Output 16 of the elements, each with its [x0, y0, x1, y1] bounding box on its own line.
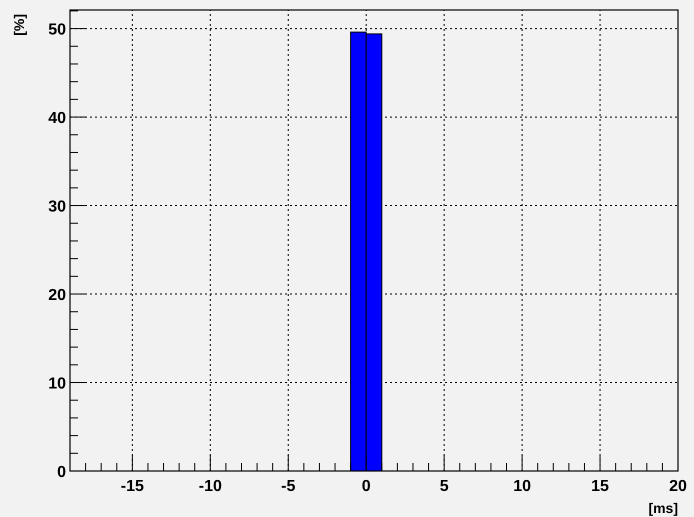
y-tick-label: 50	[48, 22, 66, 39]
x-tick-label: -10	[198, 478, 222, 495]
x-tick-label: 0	[362, 478, 371, 495]
y-axis-title: [%]	[11, 14, 27, 36]
y-tick-label: 40	[48, 110, 66, 128]
x-tick-label: 10	[513, 478, 532, 495]
x-tick-label: 15	[591, 478, 610, 495]
y-tick-label: 10	[48, 376, 66, 393]
x-tick-label: -5	[281, 478, 296, 495]
x-axis-title: [ms]	[648, 500, 678, 516]
x-tick-label: 20	[669, 478, 687, 495]
y-tick-label: 30	[48, 198, 66, 216]
y-tick-label: 0	[57, 464, 66, 481]
x-tick-label: -15	[120, 478, 144, 495]
x-tick-label: 5	[440, 478, 449, 495]
y-tick-label: 20	[48, 287, 66, 304]
